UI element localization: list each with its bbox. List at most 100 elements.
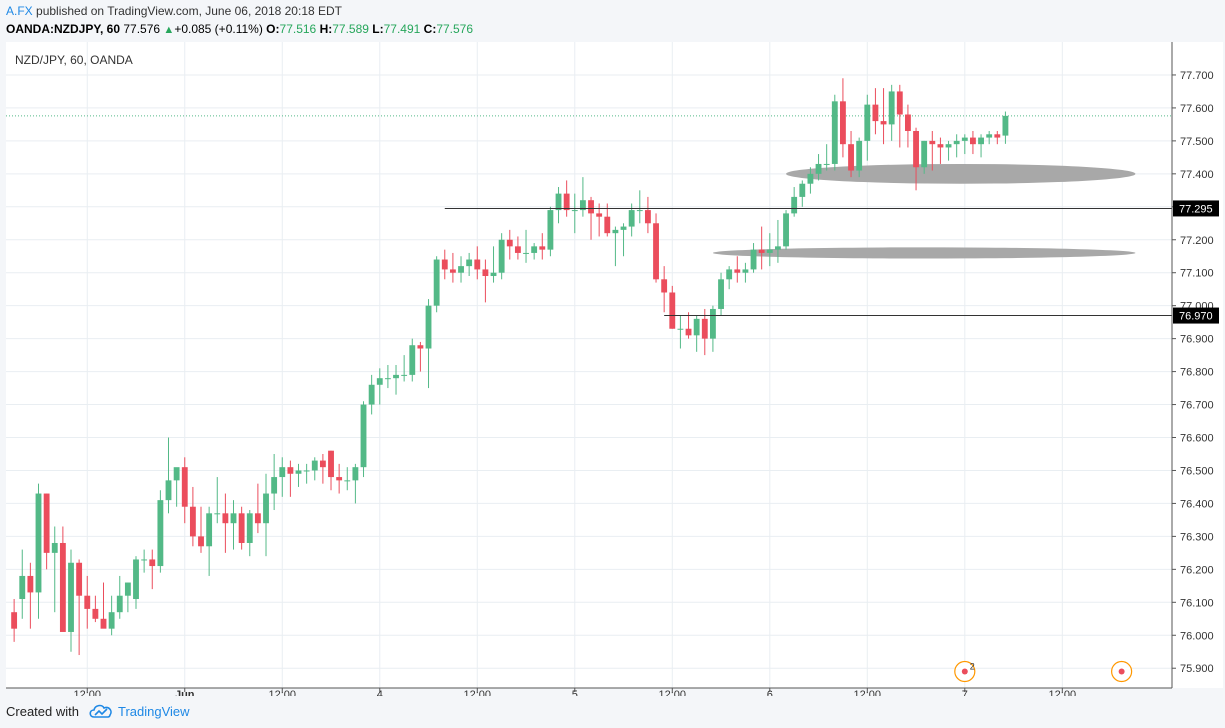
- candle-body[interactable]: [815, 163, 822, 174]
- candle-body[interactable]: [1002, 115, 1009, 136]
- candle-body[interactable]: [100, 618, 107, 629]
- candle-body[interactable]: [149, 559, 156, 567]
- candle-body[interactable]: [978, 137, 984, 145]
- candle-body[interactable]: [409, 345, 416, 375]
- candle-body[interactable]: [864, 104, 871, 141]
- candle-body[interactable]: [84, 595, 91, 609]
- candle-body[interactable]: [352, 467, 359, 481]
- candle-body[interactable]: [807, 173, 814, 184]
- candle-body[interactable]: [368, 384, 375, 405]
- candle-body[interactable]: [482, 269, 489, 277]
- candle-body[interactable]: [449, 269, 456, 273]
- candle-body[interactable]: [913, 130, 919, 168]
- candle-body[interactable]: [579, 200, 586, 211]
- candle-body[interactable]: [823, 163, 830, 165]
- candle-body[interactable]: [157, 500, 164, 567]
- candle-body[interactable]: [709, 308, 716, 339]
- candle-body[interactable]: [677, 328, 684, 330]
- candle-body[interactable]: [401, 374, 408, 376]
- candle-body[interactable]: [59, 542, 66, 632]
- candle-body[interactable]: [311, 460, 318, 471]
- price-chart[interactable]: 75.900 76.000 76.100 76.200 76.300 76.400 76.5…: [0, 40, 1225, 696]
- candle-body[interactable]: [506, 239, 513, 247]
- candle-body[interactable]: [328, 450, 334, 478]
- candle-body[interactable]: [116, 595, 123, 613]
- candle-body[interactable]: [661, 279, 668, 293]
- candle-body[interactable]: [636, 210, 643, 212]
- candle-body[interactable]: [173, 467, 180, 481]
- candle-body[interactable]: [474, 259, 481, 270]
- author-link[interactable]: A.FX: [6, 4, 33, 18]
- candle-body[interactable]: [953, 140, 960, 145]
- candle-body[interactable]: [336, 477, 343, 481]
- candle-body[interactable]: [831, 101, 838, 164]
- candle-body[interactable]: [994, 134, 1001, 138]
- candle-body[interactable]: [970, 137, 976, 145]
- candle-body[interactable]: [376, 378, 383, 385]
- candle-body[interactable]: [653, 223, 659, 280]
- candle-body[interactable]: [799, 183, 806, 197]
- candle-body[interactable]: [856, 140, 863, 171]
- candle-body[interactable]: [669, 292, 676, 329]
- candle-body[interactable]: [961, 137, 968, 141]
- candle-body[interactable]: [880, 121, 887, 125]
- candle-body[interactable]: [133, 559, 139, 600]
- candle-body[interactable]: [417, 345, 424, 349]
- candle-body[interactable]: [206, 513, 213, 547]
- candle-body[interactable]: [222, 513, 229, 524]
- candle-body[interactable]: [848, 144, 854, 171]
- candle-body[interactable]: [750, 249, 757, 270]
- candle-body[interactable]: [11, 612, 18, 629]
- candle-body[interactable]: [254, 513, 261, 524]
- candle-body[interactable]: [344, 480, 351, 482]
- candle-body[interactable]: [531, 246, 538, 253]
- candle-body[interactable]: [458, 266, 464, 273]
- candle-body[interactable]: [263, 493, 269, 524]
- candle-body[interactable]: [539, 246, 546, 250]
- candle-body[interactable]: [555, 193, 562, 211]
- candle-body[interactable]: [68, 562, 74, 632]
- candle-body[interactable]: [734, 269, 741, 273]
- candle-body[interactable]: [685, 328, 692, 336]
- candle-body[interactable]: [498, 239, 505, 273]
- candle-body[interactable]: [718, 279, 724, 309]
- candle-body[interactable]: [791, 196, 798, 214]
- candle-body[interactable]: [774, 246, 781, 250]
- candle-body[interactable]: [433, 259, 440, 306]
- candle-body[interactable]: [35, 493, 42, 593]
- candle-body[interactable]: [986, 134, 993, 138]
- candle-body[interactable]: [181, 467, 188, 507]
- candle-body[interactable]: [766, 249, 773, 253]
- candle-body[interactable]: [214, 513, 221, 515]
- candle-body[interactable]: [921, 140, 928, 168]
- candle-body[interactable]: [43, 493, 50, 553]
- candle-body[interactable]: [693, 318, 700, 336]
- candle-body[interactable]: [76, 562, 83, 596]
- candle-body[interactable]: [441, 259, 448, 270]
- candle-body[interactable]: [742, 269, 749, 273]
- candle-body[interactable]: [287, 467, 294, 474]
- candle-body[interactable]: [51, 542, 58, 553]
- candle-body[interactable]: [230, 513, 237, 524]
- candle-body[interactable]: [466, 259, 473, 267]
- candle-body[interactable]: [124, 582, 131, 596]
- candle-body[interactable]: [783, 213, 789, 247]
- candle-body[interactable]: [644, 210, 651, 224]
- candle-body[interactable]: [198, 536, 204, 547]
- candle-body[interactable]: [563, 193, 570, 211]
- candle-body[interactable]: [108, 612, 115, 629]
- candle-body[interactable]: [523, 252, 529, 254]
- candle-body[interactable]: [628, 210, 635, 227]
- candle-body[interactable]: [165, 480, 172, 501]
- candle-body[interactable]: [701, 318, 708, 339]
- candle-body[interactable]: [246, 513, 253, 543]
- candle-body[interactable]: [279, 467, 286, 478]
- candle-body[interactable]: [896, 91, 903, 115]
- tradingview-brand[interactable]: TradingView: [118, 704, 190, 719]
- candle-body[interactable]: [872, 104, 879, 122]
- candle-body[interactable]: [929, 140, 936, 145]
- candle-body[interactable]: [547, 210, 554, 250]
- candle-body[interactable]: [945, 144, 952, 148]
- candle-body[interactable]: [92, 608, 99, 619]
- candle-body[interactable]: [588, 200, 594, 214]
